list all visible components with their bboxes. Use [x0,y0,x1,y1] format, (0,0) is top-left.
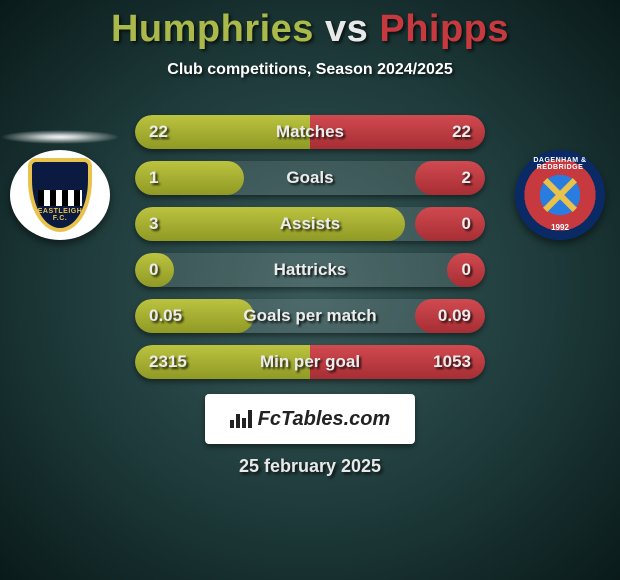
value-right: 0.09 [438,299,471,333]
value-left: 3 [149,207,158,241]
row-label: Goals per match [135,299,485,333]
value-left: 2315 [149,345,187,379]
crest1-text: EASTLEIGH F.C. [32,208,88,222]
title-vs: vs [325,8,368,50]
value-right: 1053 [433,345,471,379]
stat-row: Hattricks0 0 [135,253,485,287]
stat-row: Goals1 2 [135,161,485,195]
subtitle: Club competitions, Season 2024/2025 [0,61,620,79]
value-left: 22 [149,115,168,149]
dagenham-crest-icon: DAGENHAM & REDBRIDGE 1992 [510,150,610,240]
fctables-branding: FcTables.com [205,394,415,444]
fctables-logo-icon [230,410,252,428]
row-label: Assists [135,207,485,241]
comparison-card: Humphries vs Phipps Club competitions, S… [0,0,620,580]
crest2-year: 1992 [518,223,602,232]
player1-name: Humphries [111,8,314,50]
stat-row: Min per goal23151053 [135,345,485,379]
date-label: 25 february 2025 [0,456,620,477]
row-label: Matches [135,115,485,149]
page-title: Humphries vs Phipps [0,0,620,51]
value-left: 0 [149,253,158,287]
stat-row: Matches22 22 [135,115,485,149]
player2-name: Phipps [379,8,509,50]
player2-badge: DAGENHAM & REDBRIDGE 1992 [500,150,620,240]
value-left: 1 [149,161,158,195]
value-left: 0.05 [149,299,182,333]
stat-row: Goals per match0.05 0.09 [135,299,485,333]
stat-rows: Matches2222Goals12Assists30Hattricks00Go… [135,115,485,391]
eastleigh-crest-icon: EASTLEIGH F.C. [10,150,110,240]
stat-row: Assists3 0 [135,207,485,241]
glow-right [0,130,120,144]
value-right: 22 [452,115,471,149]
crest2-ring: DAGENHAM & REDBRIDGE [518,157,602,171]
value-right: 0 [462,207,471,241]
row-label: Goals [135,161,485,195]
player1-badge: EASTLEIGH F.C. [0,150,120,240]
fctables-label: FcTables.com [258,408,391,431]
value-right: 2 [462,161,471,195]
row-label: Hattricks [135,253,485,287]
value-right: 0 [462,253,471,287]
